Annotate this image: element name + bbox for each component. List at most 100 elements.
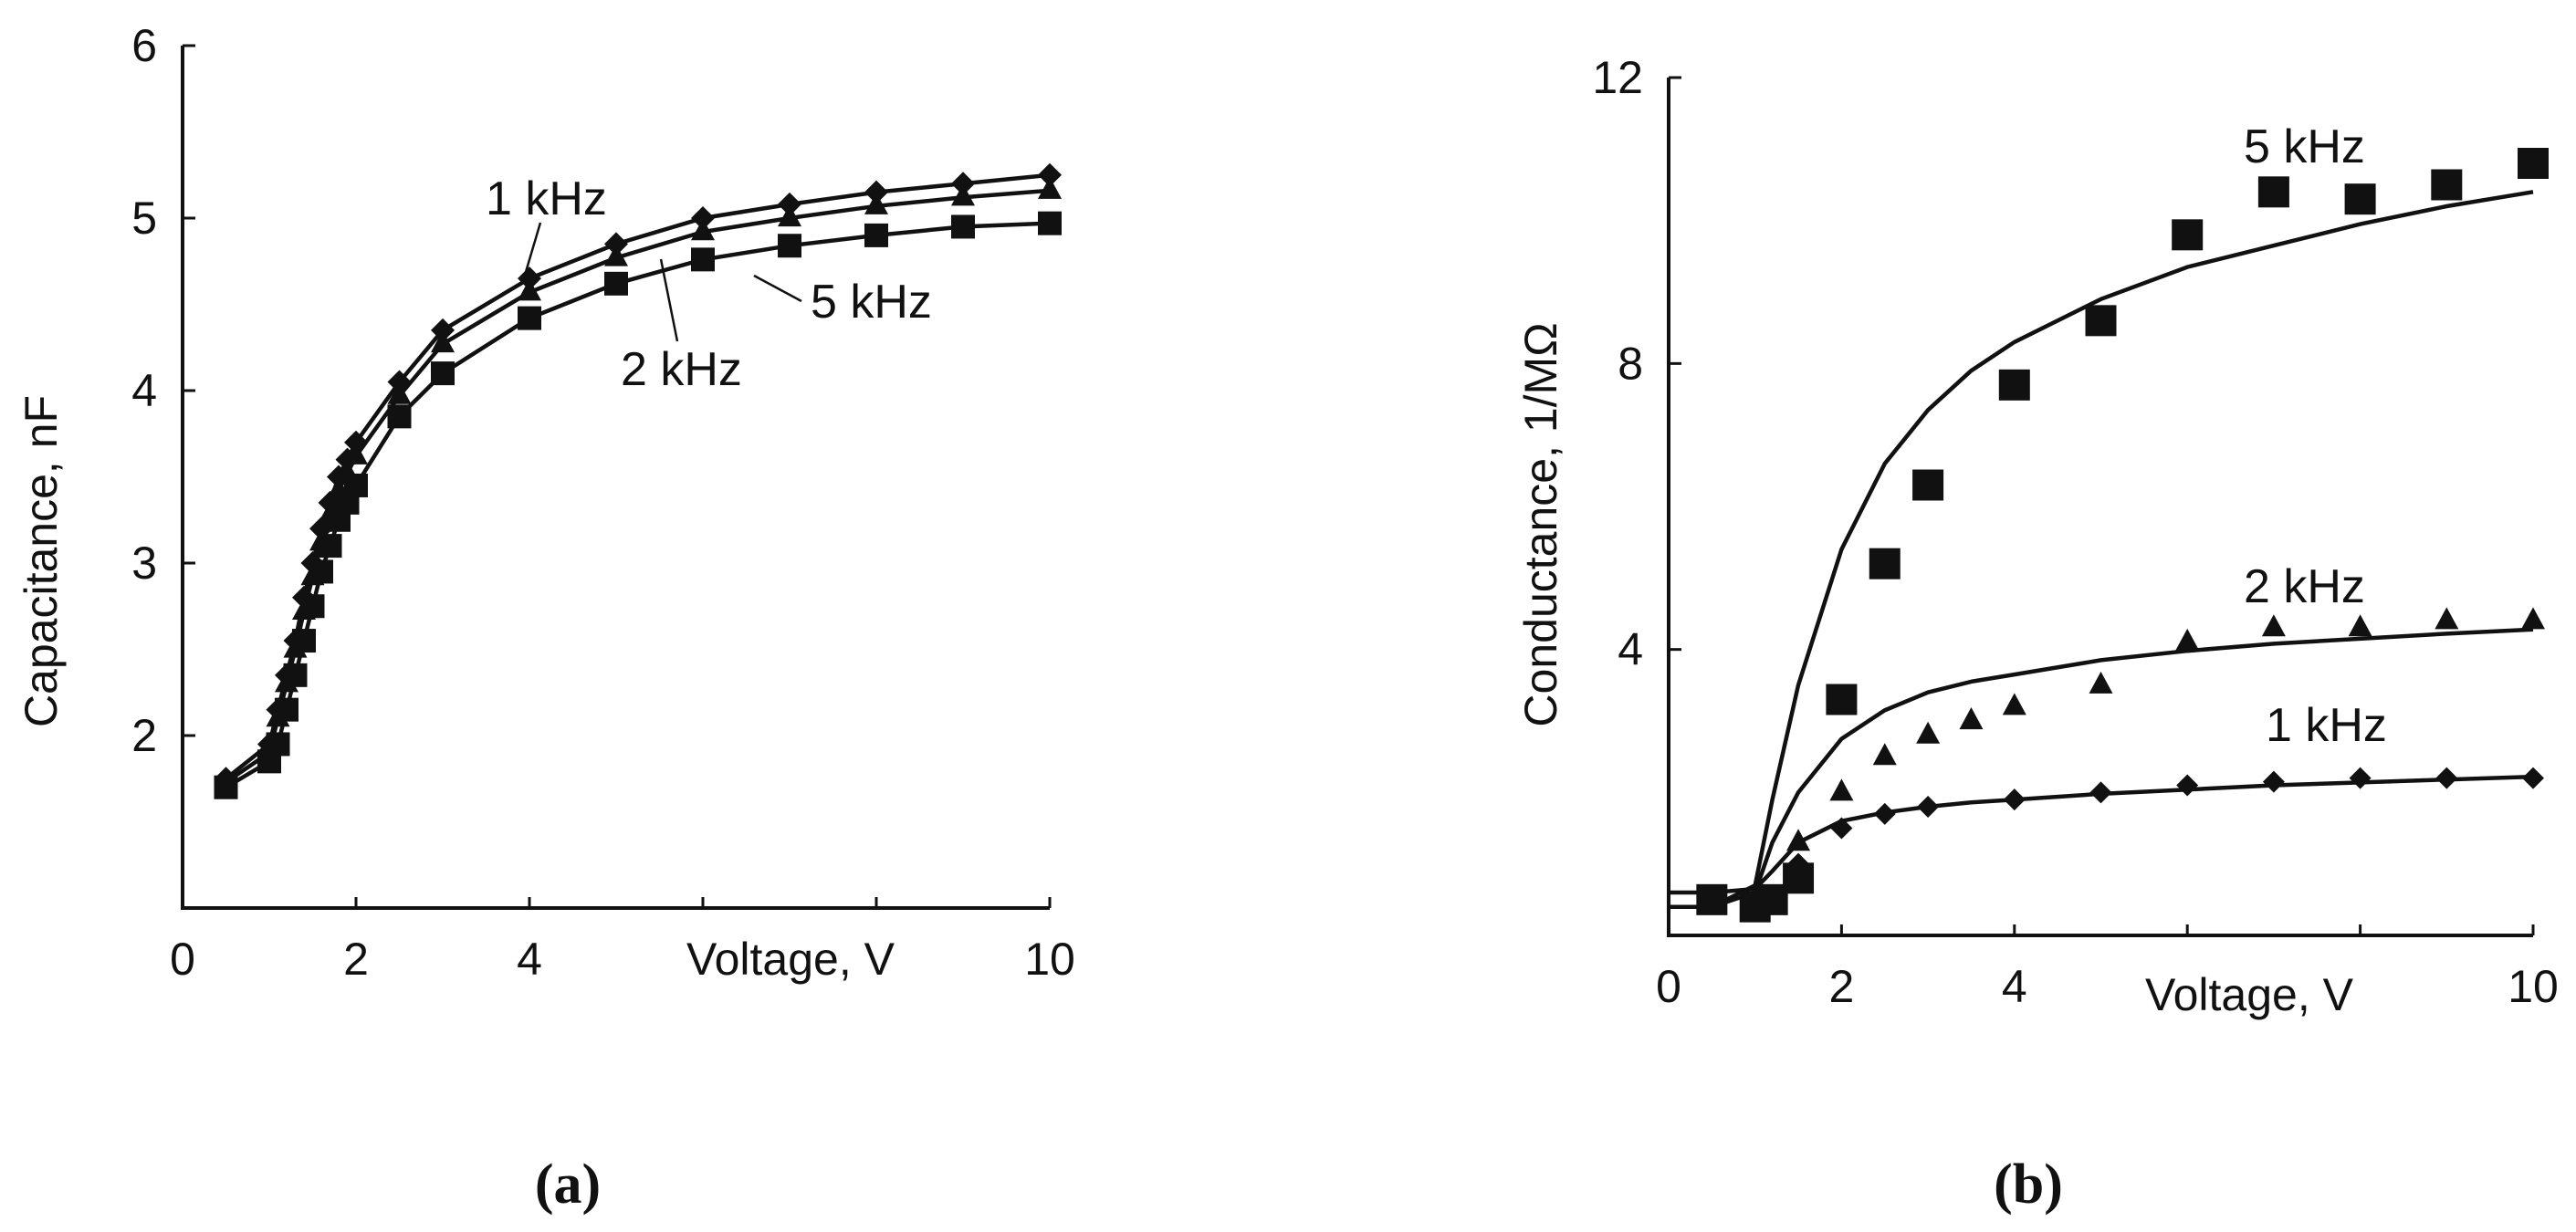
chart-b-point-5khz — [1998, 369, 2030, 401]
chart-b-point-5khz — [2344, 183, 2376, 215]
chart-a-point-2khz — [864, 192, 888, 214]
chart-b-point-1khz — [2089, 781, 2112, 804]
chart-a-point-2khz — [691, 218, 715, 241]
chart-b-markers — [1696, 148, 2549, 923]
chart-a-point-2khz — [951, 183, 975, 206]
chart-b-curves — [1669, 190, 2534, 909]
chart-a-point-1khz — [951, 172, 975, 196]
chart-a-point-5khz — [691, 247, 715, 272]
chart-b-xtick-label: 0 — [1656, 961, 1681, 1012]
chart-a-point-5khz — [318, 534, 342, 559]
chart-b-point-2khz — [1916, 721, 1941, 744]
chart-b-point-5khz — [2085, 305, 2117, 337]
chart-a-point-1khz — [518, 266, 541, 291]
chart-a-point-1khz — [864, 180, 888, 204]
chart-b-fit-5khz — [1669, 190, 2534, 909]
chart-a-point-1khz — [778, 192, 801, 216]
chart-b-point-2khz — [2175, 628, 2200, 651]
chart-a-point-5khz — [309, 559, 333, 584]
chart-b-point-2khz — [2089, 671, 2113, 694]
chart-a-point-1khz — [431, 318, 455, 342]
chart-a-leader-1khz — [524, 222, 542, 273]
chart-b-ylabel: Conductance, 1/MΩ — [1515, 322, 1566, 726]
chart-a-ylabel: Capacitance, nF — [16, 395, 67, 727]
chart-b-point-2khz — [1829, 778, 1854, 801]
chart-a-point-5khz — [275, 697, 298, 722]
chart-b-point-1khz — [2176, 774, 2199, 797]
chart-b-point-2khz — [1959, 707, 1984, 730]
chart-a-ytick-label: 4 — [131, 365, 157, 416]
chart-b-point-2khz — [2002, 693, 2026, 715]
chart-a-point-5khz — [518, 306, 541, 330]
chart-b-axes — [1667, 78, 2533, 937]
chart-a-ytick-label: 5 — [131, 193, 157, 244]
chart-a-point-5khz — [951, 214, 975, 239]
chart-b-point-1khz — [1917, 796, 1940, 818]
chart-a-point-2khz — [387, 381, 412, 404]
chart-a-point-2khz — [1038, 176, 1062, 199]
chart-a-xtick-label: 0 — [170, 934, 195, 985]
chart-a-xlabel: Voltage, V — [686, 934, 895, 985]
chart-b-fit-1khz — [1669, 774, 2534, 895]
chart-b-ticks: 0 2 4 10 4 8 12 — [1592, 52, 2558, 1012]
chart-b-point-1khz — [1830, 817, 1853, 840]
chart-b-point-1khz — [1873, 802, 1896, 825]
chart-a-point-1khz — [691, 206, 715, 230]
chart-b: 0 2 4 10 4 8 12 Conductance, 1/MΩ Voltage, V 5… — [1515, 52, 2559, 1216]
chart-b-ytick-label: 8 — [1618, 338, 1643, 389]
chart-a-point-1khz — [387, 370, 412, 394]
chart-b-point-5khz — [1869, 548, 1901, 579]
chart-a-series-label-2khz: 2 kHz — [621, 343, 742, 396]
chart-b-point-1khz — [2003, 788, 2026, 811]
chart-b-series-label-1khz: 1 kHz — [2266, 699, 2387, 752]
chart-a-series-label-1khz: 1 kHz — [486, 172, 607, 225]
chart-a-panel-label: (a) — [535, 1154, 601, 1216]
chart-b-point-2khz — [1786, 829, 1811, 851]
chart-a-point-5khz — [1038, 211, 1062, 235]
chart-b-xtick-label: 10 — [2508, 961, 2559, 1012]
chart-b-point-5khz — [1912, 469, 1944, 501]
chart-a-markers — [214, 162, 1062, 799]
chart-b-point-2khz — [2521, 607, 2545, 630]
chart-a-ytick-label: 3 — [131, 538, 157, 589]
chart-a-series-label-5khz: 5 kHz — [811, 276, 932, 329]
chart-a-point-2khz — [431, 330, 455, 353]
chart-b-point-1khz — [1744, 895, 1766, 918]
chart-b-xlabel: Voltage, V — [2145, 969, 2354, 1020]
chart-b-ytick-label: 4 — [1618, 624, 1643, 675]
chart-b-series-label-5khz: 5 kHz — [2244, 120, 2365, 173]
chart-a-ytick-label: 2 — [131, 710, 157, 761]
chart-b-point-1khz — [2349, 767, 2372, 789]
chart-b-ytick-label: 12 — [1592, 52, 1643, 103]
chart-a-point-5khz — [300, 594, 325, 619]
chart-b-point-1khz — [1701, 888, 1723, 911]
chart-a-point-5khz — [266, 732, 290, 757]
chart-a-xtick-label: 10 — [1024, 934, 1075, 985]
chart-a-point-2khz — [604, 244, 628, 266]
chart-a-point-2khz — [518, 278, 541, 301]
chart-b-series-label-2khz: 2 kHz — [2244, 560, 2365, 613]
chart-a-axes — [181, 46, 1050, 910]
chart-b-xtick-label: 2 — [1828, 961, 1854, 1012]
chart-a-leader-2khz — [659, 258, 679, 342]
chart-b-point-5khz — [2172, 219, 2204, 251]
chart-a-point-1khz — [604, 232, 628, 256]
chart-a-point-5khz — [387, 404, 412, 429]
chart-a-leader-5khz — [753, 274, 802, 303]
chart-a: 0 2 4 10 2 3 4 5 6 Capacitance, nF Voltage, V 1 … — [16, 20, 1075, 1216]
chart-a-point-5khz — [283, 663, 308, 687]
chart-a-axis-lines — [181, 46, 1050, 910]
chart-b-axis-lines — [1667, 78, 2533, 937]
chart-a-xtick-label: 4 — [517, 934, 542, 985]
chart-b-point-1khz — [1787, 852, 1810, 875]
chart-a-point-2khz — [344, 442, 368, 465]
chart-a-point-1khz — [1038, 162, 1062, 187]
chart-b-point-1khz — [2262, 770, 2285, 793]
chart-a-point-5khz — [864, 223, 888, 247]
chart-a-point-5khz — [604, 271, 628, 296]
chart-a-point-5khz — [214, 775, 238, 799]
chart-b-point-5khz — [1826, 684, 1858, 715]
chart-a-point-2khz — [778, 204, 801, 227]
chart-a-point-5khz — [292, 629, 316, 653]
